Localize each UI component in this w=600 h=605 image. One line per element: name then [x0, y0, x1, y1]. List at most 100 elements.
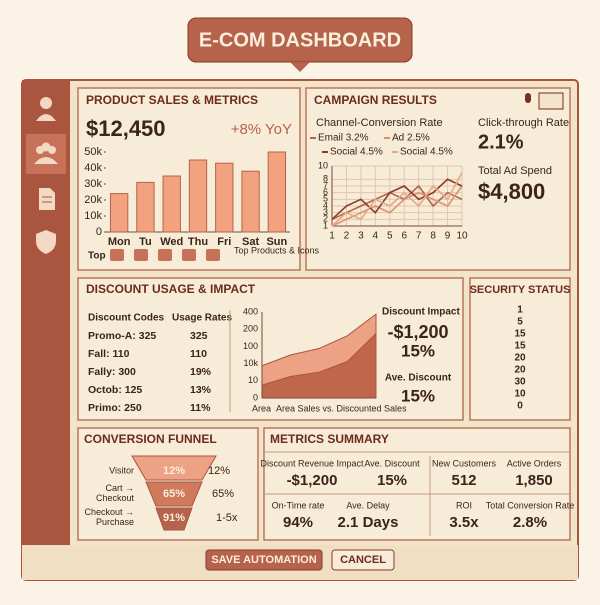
bar — [136, 181, 155, 233]
save-label[interactable]: SAVE AUTOMATION — [211, 554, 316, 566]
panel-title: METRICS SUMMARY — [270, 432, 389, 446]
table-cell: Primo: 250 — [88, 402, 142, 414]
x-tick-label: 10 — [456, 231, 468, 242]
footer-text: Top Products & Icons — [234, 245, 320, 255]
metric-value: 3.5x — [449, 514, 479, 531]
legend-label: Ad 2.5% — [392, 133, 430, 144]
security-value: 30 — [514, 377, 526, 388]
metric-label: Discount Revenue Impact — [260, 458, 364, 468]
cancel-label[interactable]: CANCEL — [340, 554, 386, 566]
x-tick-label: Tu — [139, 236, 152, 248]
nav-security[interactable] — [36, 230, 56, 254]
x-axis-label: Area Sales vs. Discounted Sales — [276, 403, 407, 413]
stage-inner: 65% — [163, 488, 185, 500]
impact-pct: 15% — [401, 341, 435, 360]
stage-inner: 12% — [163, 465, 185, 477]
x-tick-label: Thu — [188, 236, 208, 248]
metric-value: 512 — [451, 472, 476, 489]
panel-security — [469, 277, 571, 421]
x-tick-label: 4 — [373, 231, 379, 242]
product-icons — [110, 249, 220, 261]
ctr-value: 2.1% — [478, 131, 524, 153]
security-value: 20 — [514, 365, 526, 376]
nav-users — [34, 142, 58, 164]
metric-value: 1,850 — [515, 472, 553, 489]
legend-label: Social 4.5% — [400, 147, 453, 158]
metric-label: Ave. Delay — [346, 500, 390, 510]
metric-value: 15% — [377, 472, 407, 489]
nav-profile[interactable] — [36, 97, 56, 121]
area-series — [261, 332, 377, 399]
metric-label: ROI — [456, 500, 472, 510]
nav-active[interactable] — [26, 134, 66, 174]
bar — [188, 159, 208, 233]
metric-value: 94% — [283, 514, 313, 531]
x-tick-label: 1 — [329, 231, 335, 242]
y-tick-label: 40k — [84, 162, 102, 174]
x-tick-label: Wed — [160, 236, 183, 248]
legend-label: Email 3.2% — [318, 133, 369, 144]
bar — [109, 193, 129, 233]
cancel-button[interactable]: CANCEL — [331, 549, 395, 571]
line-series — [331, 172, 463, 227]
ctr-label: Click-through Rate — [478, 117, 569, 129]
y-axis-label: 10 — [248, 375, 258, 385]
y-axis-label: 0 — [253, 392, 258, 402]
y-tick-label: 0 — [96, 226, 102, 238]
metric-label: On-Time rate — [272, 500, 325, 510]
stage-label: Cart → Checkout — [96, 483, 135, 503]
y-tick-label: 2 — [323, 214, 328, 224]
panel-metrics — [263, 427, 571, 541]
x-tick-label: 7 — [416, 231, 422, 242]
total-sales: $12,450 — [86, 116, 166, 141]
security-value: 15 — [514, 329, 526, 340]
table-cell: 325 — [190, 330, 208, 342]
save-button[interactable]: SAVE AUTOMATION — [205, 549, 323, 571]
x-tick-label: Fri — [217, 236, 231, 248]
table-cell: 11% — [190, 402, 211, 414]
table-cell: 110 — [190, 348, 207, 360]
header-pointer — [290, 62, 310, 72]
table-cell: Fally: 300 — [88, 366, 136, 378]
bar — [267, 151, 287, 233]
x-tick-label: 8 — [430, 231, 436, 242]
stage-outer: 12% — [208, 465, 230, 477]
table-cell: Octob: 125 — [88, 384, 142, 396]
table-header: Discount Codes — [88, 313, 165, 324]
growth: +8% YoY — [231, 121, 292, 138]
x-axis-label: Area — [252, 403, 271, 413]
spend-value: $4,800 — [478, 179, 545, 204]
security-value: 5 — [517, 317, 523, 328]
table-cell: 19% — [190, 366, 212, 378]
bar — [241, 170, 260, 233]
table-cell: Fall: 110 — [88, 348, 130, 360]
security-value: 20 — [514, 353, 526, 364]
avg-value: 15% — [401, 386, 435, 405]
y-tick-label: 4 — [323, 200, 328, 210]
y-tick-label: 10k — [84, 210, 102, 222]
metric-value: -$1,200 — [287, 472, 338, 489]
table-header: Usage Rates — [172, 313, 232, 324]
metric-label: Active Orders — [507, 458, 562, 468]
metric-label: Ave. Discount — [364, 458, 420, 468]
panel-title: CAMPAIGN RESULTS — [314, 93, 437, 107]
line-series — [331, 178, 463, 220]
y-tick-label: 3 — [323, 207, 328, 217]
y-tick-label: 20k — [84, 194, 102, 206]
x-tick-label: Sat — [242, 236, 259, 248]
x-tick-label: 3 — [358, 231, 364, 242]
nav-documents[interactable] — [39, 188, 55, 210]
security-value: 15 — [514, 341, 526, 352]
funnel-shape — [131, 455, 217, 531]
header-title: E-COM DASHBOARD — [199, 29, 401, 51]
panel-title: DISCOUNT USAGE & IMPACT — [86, 282, 256, 296]
spend-label: Total Ad Spend — [478, 165, 552, 177]
y-axis-label: 200 — [243, 324, 258, 334]
x-tick-label: 5 — [387, 231, 393, 242]
x-tick-label: Mon — [108, 236, 131, 248]
y-axis-label: 100 — [243, 341, 258, 351]
impact-label: Discount Impact — [382, 307, 460, 318]
stage-label: Visitor — [109, 465, 134, 475]
x-tick-label: 2 — [344, 231, 350, 242]
panel-title: CONVERSION FUNNEL — [84, 432, 217, 446]
